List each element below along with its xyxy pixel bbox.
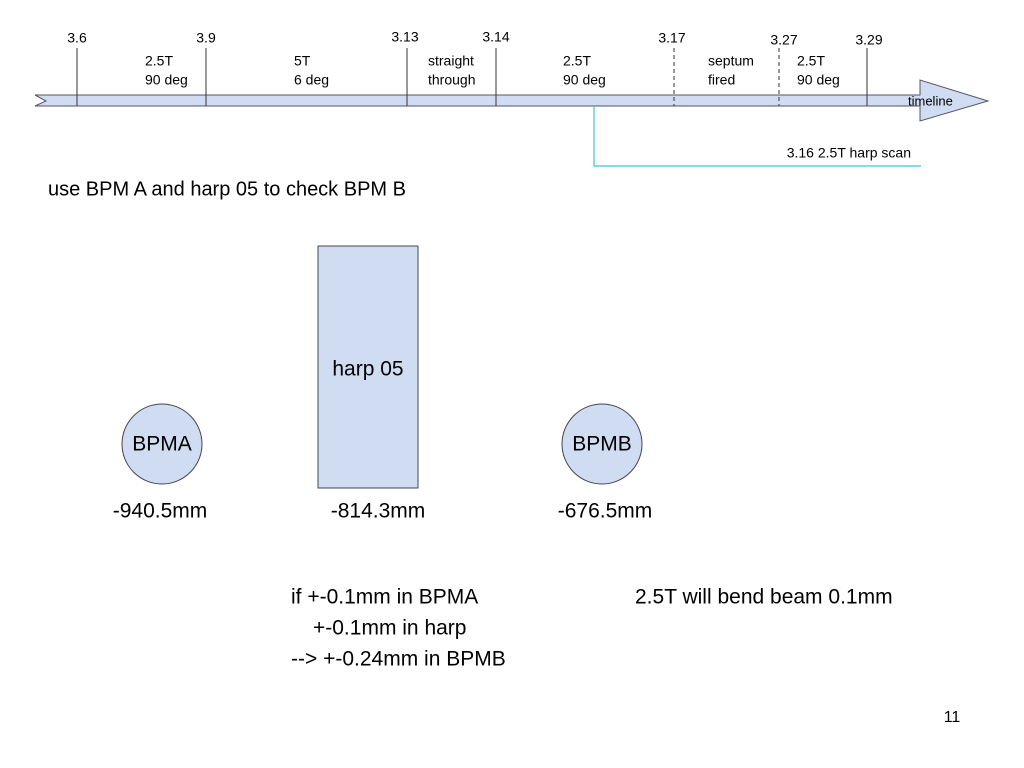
device-position: -814.3mm	[331, 500, 426, 523]
marker-label: 3.27	[770, 32, 797, 48]
segment-label: 2.5T	[563, 53, 591, 69]
bpm-circle	[121, 403, 203, 485]
bpm-circle	[561, 403, 643, 485]
timeline-arrow	[34, 79, 990, 122]
segment-label: straight	[428, 53, 474, 69]
segment-label: fired	[708, 72, 735, 88]
bend-note: 2.5T will bend beam 0.1mm	[635, 586, 893, 609]
note-line: --> +-0.24mm in BPMB	[291, 648, 506, 671]
segment-label: 90 deg	[145, 72, 188, 88]
marker-label: 3.29	[855, 32, 882, 48]
note-line: if +-0.1mm in BPMA	[291, 586, 478, 609]
marker-label: 3.13	[391, 29, 418, 45]
segment-label: 6 deg	[294, 72, 329, 88]
segment-label: through	[428, 72, 475, 88]
device-position: -940.5mm	[113, 500, 208, 523]
segment-label: 90 deg	[563, 72, 606, 88]
segment-label: 90 deg	[797, 72, 840, 88]
harp-box	[317, 245, 419, 489]
segment-label: 2.5T	[797, 53, 825, 69]
segment-label: 2.5T	[145, 53, 173, 69]
device-label: harp 05	[332, 358, 403, 381]
marker-label: 3.9	[196, 30, 216, 46]
marker-label: 3.17	[658, 30, 685, 46]
marker-label: 3.14	[482, 29, 509, 45]
segment-label: septum	[708, 53, 754, 69]
heading: use BPM A and harp 05 to check BPM B	[48, 178, 406, 200]
timeline-label: timeline	[908, 93, 953, 108]
page-number: 11	[944, 709, 961, 726]
scan-line	[593, 106, 921, 167]
device-label: BPMB	[572, 433, 632, 456]
marker-label: 3.6	[67, 30, 87, 46]
device-position: -676.5mm	[558, 500, 653, 523]
device-label: BPMA	[132, 433, 192, 456]
scan-label: 3.16 2.5T harp scan	[787, 145, 911, 161]
note-line: +-0.1mm in harp	[313, 617, 466, 640]
segment-label: 5T	[294, 53, 311, 69]
